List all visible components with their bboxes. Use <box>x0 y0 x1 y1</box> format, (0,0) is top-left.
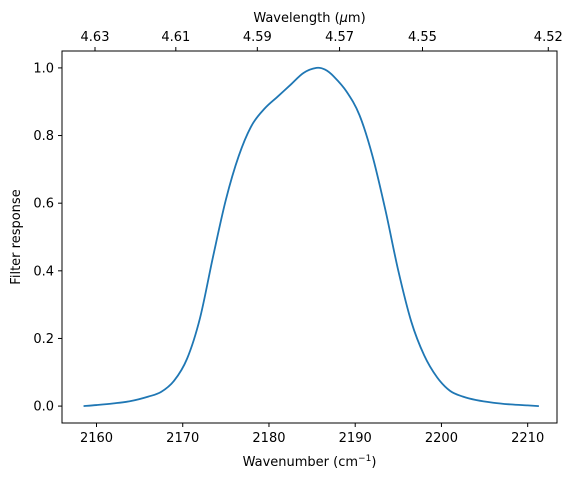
x-axis-label: Wavenumber (cm−1) <box>243 454 377 470</box>
plot-area-frame <box>61 50 558 424</box>
top-x-axis-label: Wavelength (μm) <box>253 11 365 26</box>
bottom-axis-ticks: 2160 2170 2180 2190 2200 2210 <box>80 423 544 446</box>
top-tick-label: 4.55 <box>408 30 437 45</box>
y-tick-label: 0.2 <box>33 332 54 347</box>
y-tick-label: 1.0 <box>33 61 54 76</box>
top-tick-label: 4.63 <box>81 30 110 45</box>
y-tick-label: 0.8 <box>33 129 54 144</box>
x-tick-label: 2170 <box>166 431 199 446</box>
top-tick-label: 4.61 <box>161 30 190 45</box>
y-axis-label: Filter response <box>9 189 24 284</box>
filter-response-line <box>83 66 539 407</box>
top-tick-label: 4.59 <box>243 30 272 45</box>
left-axis-ticks: 0.0 0.2 0.4 0.6 0.8 1.0 <box>33 61 62 415</box>
x-tick-label: 2180 <box>252 431 285 446</box>
top-tick-label: 4.57 <box>325 30 354 45</box>
x-tick-label: 2190 <box>339 431 372 446</box>
x-tick-label: 2160 <box>80 431 113 446</box>
y-tick-label: 0.4 <box>33 264 54 279</box>
series-layer <box>83 66 539 407</box>
x-tick-label: 2210 <box>511 431 544 446</box>
top-axis-ticks: 4.63 4.61 4.59 4.57 4.55 4.52 <box>81 30 563 51</box>
y-tick-label: 0.0 <box>33 400 54 415</box>
top-tick-label: 4.52 <box>534 30 563 45</box>
y-tick-label: 0.6 <box>33 197 54 212</box>
x-tick-label: 2200 <box>425 431 458 446</box>
